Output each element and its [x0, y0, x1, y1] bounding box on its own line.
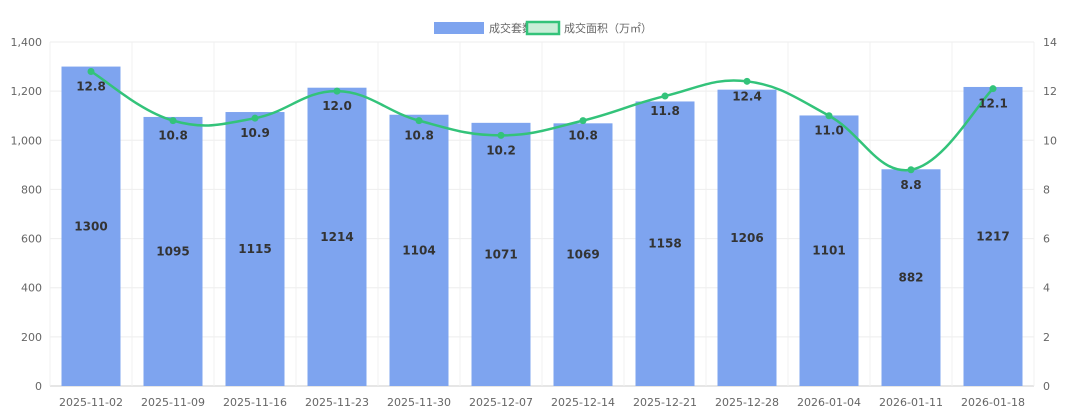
- y-right-tick-label: 12: [1043, 85, 1057, 98]
- y-right-tick-label: 10: [1043, 134, 1057, 147]
- y-right-tick-label: 8: [1043, 183, 1050, 196]
- bar-value-label: 1069: [566, 248, 599, 262]
- bar-series: [61, 66, 1023, 387]
- line-value-label: 11.0: [814, 124, 844, 138]
- x-tick-label: 2026-01-04: [797, 396, 861, 409]
- bar: [471, 122, 531, 386]
- line-value-label: 12.4: [732, 89, 762, 103]
- x-tick-label: 2026-01-18: [961, 396, 1025, 409]
- bar-value-label: 1158: [648, 237, 681, 251]
- line-point: [579, 117, 587, 125]
- y-left-tick-label: 600: [21, 233, 42, 246]
- line-value-label: 12.8: [76, 79, 106, 93]
- line-value-label: 10.2: [486, 143, 516, 157]
- y-left-tick-label: 0: [35, 380, 42, 393]
- x-tick-label: 2025-12-21: [633, 396, 697, 409]
- line-series: [87, 67, 997, 174]
- y-right-tick-label: 6: [1043, 233, 1050, 246]
- line-point: [989, 85, 997, 93]
- bar: [307, 87, 367, 387]
- bar-value-label: 1095: [156, 244, 189, 258]
- y-right-tick-label: 4: [1043, 282, 1050, 295]
- line-point: [907, 166, 915, 174]
- bar: [143, 116, 203, 386]
- bar-value-label: 1104: [402, 243, 435, 257]
- y-left-tick-label: 200: [21, 331, 42, 344]
- line-point: [169, 117, 177, 125]
- y-right-tick-label: 14: [1043, 36, 1057, 49]
- legend-label-bars: 成交套数: [489, 21, 533, 35]
- grid: [49, 41, 1035, 387]
- line-value-label: 10.8: [568, 129, 598, 143]
- y-left-tick-label: 1,000: [11, 134, 43, 147]
- bar: [799, 115, 859, 387]
- bar: [61, 66, 121, 387]
- line-value-label: 8.8: [900, 178, 921, 192]
- y-right-tick-label: 2: [1043, 331, 1050, 344]
- x-tick-label: 2026-01-11: [879, 396, 943, 409]
- bar-value-label: 1217: [976, 229, 1009, 243]
- x-axis: 2025-11-02 2025-11-09 2025-11-16 2025-11-23…: [59, 396, 1025, 409]
- bar-value-label: 1071: [484, 247, 517, 261]
- line-point: [825, 112, 833, 120]
- bar-value-label: 1300: [74, 219, 107, 233]
- legend: 成交套数 成交面积（万㎡）: [434, 20, 652, 36]
- x-tick-label: 2025-11-23: [305, 396, 369, 409]
- line-value-label: 11.8: [650, 104, 680, 118]
- y-left-tick-label: 1,200: [11, 85, 43, 98]
- x-tick-label: 2025-11-02: [59, 396, 123, 409]
- line-point: [333, 87, 341, 95]
- area-line: [90, 70, 994, 172]
- bar: [389, 114, 449, 386]
- line-value-label: 10.9: [240, 126, 270, 140]
- y-left-tick-label: 400: [21, 282, 42, 295]
- x-tick-label: 2025-12-14: [551, 396, 615, 409]
- legend-label-line: 成交面积（万㎡）: [564, 21, 652, 35]
- bar: [717, 89, 777, 386]
- bar: [963, 86, 1023, 387]
- line-labels: 12.8 10.8 10.9 12.0 10.8 10.2 10.8 11.8 12.4 11.0…: [76, 79, 1008, 191]
- y-left-tick-label: 800: [21, 183, 42, 196]
- line-point: [661, 92, 669, 100]
- line-point: [743, 77, 751, 85]
- line-point: [87, 67, 95, 75]
- legend-swatch-line: [525, 20, 561, 36]
- bar: [553, 123, 613, 387]
- bar-labels: 1300 1095 1115 1214 1104 1071 1069 1158 1206 1101…: [74, 219, 1009, 284]
- line-point: [497, 131, 505, 139]
- bar: [225, 112, 285, 387]
- x-tick-label: 2025-11-16: [223, 396, 287, 409]
- x-tick-label: 2025-12-28: [715, 396, 779, 409]
- bar-value-label: 1115: [238, 242, 271, 256]
- y-left-tick-label: 1,400: [11, 36, 43, 49]
- x-tick-label: 2025-11-09: [141, 396, 205, 409]
- bar-value-label: 1101: [812, 244, 845, 258]
- legend-swatch-bars: [434, 22, 484, 34]
- x-tick-label: 2025-12-07: [469, 396, 533, 409]
- line-value-label: 12.1: [978, 97, 1008, 111]
- bar: [881, 169, 941, 386]
- line-point: [415, 117, 423, 125]
- y-axis-right: 0 2 4 6 8 10 12 14: [1043, 36, 1057, 393]
- bar-value-label: 882: [898, 271, 923, 285]
- bar-value-label: 1206: [730, 231, 763, 245]
- line-value-label: 10.8: [158, 129, 188, 143]
- line-value-label: 10.8: [404, 129, 434, 143]
- bar: [635, 101, 695, 386]
- line-value-label: 12.0: [322, 99, 352, 113]
- bar-value-label: 1214: [320, 230, 353, 244]
- y-axis-left: 0 200 400 600 800 1,000 1,200 1,400: [11, 36, 43, 393]
- line-point: [251, 114, 259, 122]
- x-tick-label: 2025-11-30: [387, 396, 451, 409]
- y-right-tick-label: 0: [1043, 380, 1050, 393]
